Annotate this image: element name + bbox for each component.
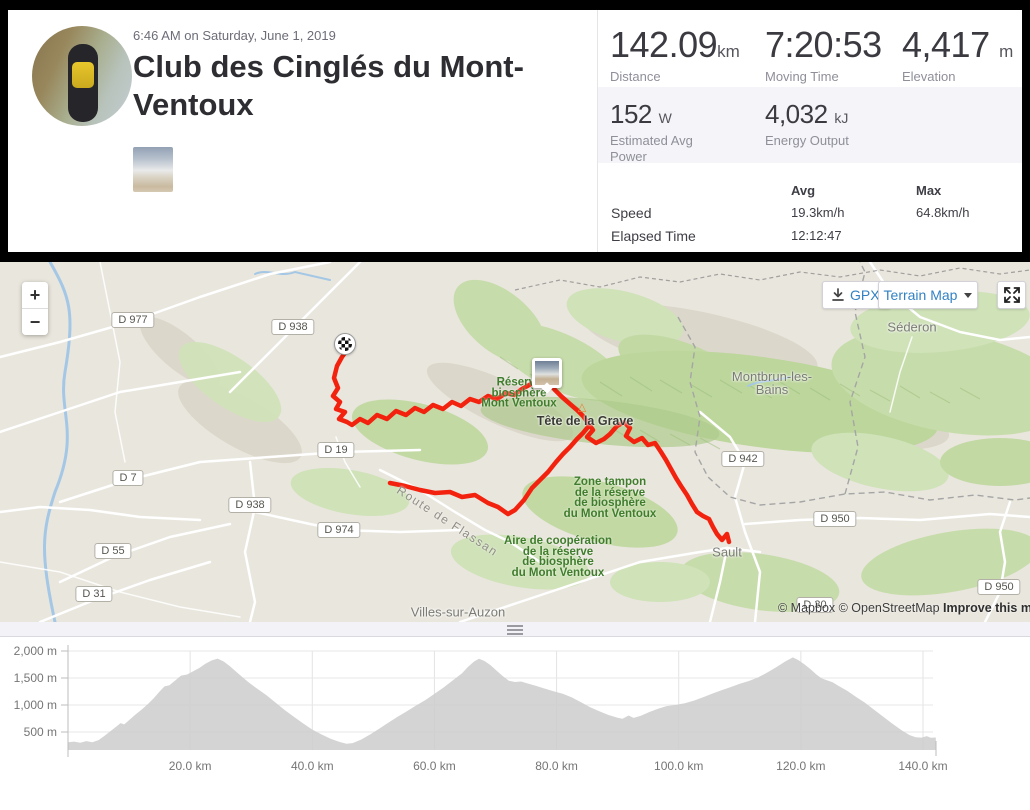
protected-area-label: Réserve biosphère Mont Ventoux bbox=[481, 376, 557, 410]
speed-row-label: Speed bbox=[611, 204, 652, 221]
road-shield: D 950 bbox=[977, 579, 1021, 595]
speed-max-value: 64.8km/h bbox=[916, 205, 970, 220]
route-map[interactable]: D 977 D 938 D 19 D 7 D 938 D 974 D 55 D 31 D 942… bbox=[0, 262, 1030, 622]
start-finish-marker bbox=[334, 333, 356, 355]
distance-label: Distance bbox=[610, 69, 661, 84]
peak-name-label: Tête de la Grave bbox=[536, 414, 634, 428]
speed-avg-value: 19.3km/h bbox=[791, 205, 845, 220]
map-attribution: © Mapbox © OpenStreetMap Improve this ma… bbox=[778, 601, 1030, 615]
download-icon bbox=[832, 288, 844, 301]
x-axis-tick-label: 100.0 km bbox=[654, 759, 703, 773]
elapsed-time-row-label: Elapsed Time bbox=[611, 227, 696, 244]
x-axis-tick-label: 80.0 km bbox=[535, 759, 578, 773]
road-shield: D 942 bbox=[721, 451, 765, 467]
road-shield: D 30 bbox=[796, 597, 834, 613]
elevation-panel: 2,000 m 1,500 m 1,000 m 500 m 20.0 km 40.0 km… bbox=[0, 622, 1030, 805]
y-axis-tick-label: 2,000 m bbox=[14, 644, 57, 658]
place-label: Sault bbox=[712, 544, 742, 560]
road-shield: D 938 bbox=[228, 497, 272, 513]
map-zoom-control: + − bbox=[22, 282, 48, 335]
avg-header: Avg bbox=[791, 182, 816, 198]
stat-avg-power: 152 W Estimated Avg Power bbox=[610, 99, 765, 164]
road-shield: D 938 bbox=[271, 319, 315, 335]
header-frame: 6:46 AM on Saturday, June 1, 2019 Club d… bbox=[0, 0, 1030, 262]
stat-moving-time: 7:20:53 Moving Time bbox=[765, 24, 902, 87]
road-shield: D 19 bbox=[317, 442, 355, 458]
protected-area-label: Zone tampon de la réserve de biosphère d… bbox=[563, 476, 657, 520]
power-label: Estimated Avg Power bbox=[610, 133, 693, 164]
stats-table: Avg Max Speed 19.3km/h 64.8km/h Elapsed … bbox=[598, 163, 1022, 252]
road-shield: D 974 bbox=[317, 522, 361, 538]
expand-icon bbox=[1003, 287, 1020, 303]
terrain-map-canvas bbox=[0, 262, 1030, 622]
header-divider bbox=[597, 10, 598, 252]
place-label: Montbrun-les- Bains bbox=[731, 369, 813, 397]
stat-energy: 4,032 kJ Energy Output bbox=[765, 99, 902, 163]
road-shield: D 7 bbox=[112, 470, 144, 486]
fullscreen-button[interactable] bbox=[997, 281, 1026, 309]
x-axis-tick-label: 120.0 km bbox=[776, 759, 825, 773]
secondary-stats-row: 152 W Estimated Avg Power 4,032 kJ Energ… bbox=[598, 87, 1022, 164]
elapsed-time-value: 12:12:47 bbox=[791, 228, 842, 243]
photo-marker-image bbox=[535, 361, 559, 385]
gpx-label: GPX bbox=[850, 287, 880, 303]
power-unit: W bbox=[658, 110, 672, 126]
improve-map-link[interactable]: Improve this map bbox=[943, 601, 1030, 615]
elevation-area-series bbox=[68, 657, 936, 750]
energy-unit: kJ bbox=[834, 110, 849, 126]
stats-pane: 142.09km Distance 7:20:53 Moving Time 4,… bbox=[598, 10, 1022, 252]
road-shield: D 950 bbox=[813, 511, 857, 527]
activity-header-card: 6:46 AM on Saturday, June 1, 2019 Club d… bbox=[8, 10, 1022, 252]
chevron-down-icon bbox=[964, 292, 973, 298]
elevation-chart: 2,000 m 1,500 m 1,000 m 500 m 20.0 km 40.0 km… bbox=[14, 644, 948, 773]
place-label: Séderon bbox=[887, 319, 937, 335]
checkered-flag-icon bbox=[338, 337, 352, 351]
elevation-label: Elevation bbox=[902, 69, 956, 84]
activity-timestamp: 6:46 AM on Saturday, June 1, 2019 bbox=[133, 28, 336, 43]
distance-value: 142.09 bbox=[610, 24, 718, 65]
x-axis-tick-label: 60.0 km bbox=[413, 759, 456, 773]
x-axis-tick-label: 140.0 km bbox=[898, 759, 947, 773]
x-axis-tick-label: 40.0 km bbox=[291, 759, 334, 773]
place-label: Villes-sur-Auzon bbox=[410, 604, 506, 620]
elevation-value: 4,417 bbox=[902, 24, 990, 65]
zoom-out-button[interactable]: − bbox=[22, 309, 48, 335]
layer-label: Terrain Map bbox=[883, 287, 958, 303]
table-row: Speed 19.3km/h 64.8km/h bbox=[611, 201, 1022, 224]
primary-stats-row: 142.09km Distance 7:20:53 Moving Time 4,… bbox=[598, 10, 1022, 87]
distance-unit: km bbox=[717, 42, 740, 61]
zoom-in-button[interactable]: + bbox=[22, 282, 48, 308]
athlete-avatar[interactable] bbox=[32, 26, 132, 126]
chart-drag-strip bbox=[0, 622, 1030, 637]
elevation-chart-area[interactable]: 2,000 m 1,500 m 1,000 m 500 m 20.0 km 40.0 km… bbox=[0, 637, 1030, 805]
power-value: 152 bbox=[610, 99, 652, 129]
stat-distance: 142.09km Distance bbox=[610, 24, 765, 87]
y-axis-tick-label: 1,500 m bbox=[14, 671, 57, 685]
chart-menu-icon[interactable] bbox=[507, 625, 523, 637]
table-row: Elapsed Time 12:12:47 bbox=[611, 224, 1022, 247]
energy-label: Energy Output bbox=[765, 133, 849, 148]
max-header: Max bbox=[916, 182, 942, 198]
map-photo-marker[interactable] bbox=[532, 358, 562, 388]
road-shield: D 55 bbox=[94, 543, 132, 559]
elevation-unit: m bbox=[999, 42, 1014, 61]
map-layer-dropdown[interactable]: Terrain Map bbox=[878, 281, 978, 309]
activity-photo-thumbnail[interactable] bbox=[133, 147, 173, 192]
activity-title: Club des Cinglés du Mont-Ventoux bbox=[133, 49, 524, 122]
y-axis-tick-label: 500 m bbox=[24, 725, 57, 739]
moving-time-label: Moving Time bbox=[765, 69, 839, 84]
table-header-row: Avg Max bbox=[611, 179, 1022, 201]
peak-icon: △ bbox=[577, 401, 587, 414]
moving-time-value: 7:20:53 bbox=[765, 24, 882, 65]
road-shield: D 31 bbox=[75, 586, 113, 602]
stat-elevation: 4,417 m Elevation bbox=[902, 24, 1022, 87]
road-shield: D 977 bbox=[111, 312, 155, 328]
y-axis-tick-label: 1,000 m bbox=[14, 698, 57, 712]
x-axis-tick-label: 20.0 km bbox=[169, 759, 212, 773]
protected-area-label: Aire de coopération de la réserve de bio… bbox=[504, 535, 612, 579]
gps-route-line bbox=[387, 424, 591, 517]
energy-value: 4,032 bbox=[765, 99, 828, 129]
attribution-text: © Mapbox © OpenStreetMap bbox=[778, 601, 944, 615]
